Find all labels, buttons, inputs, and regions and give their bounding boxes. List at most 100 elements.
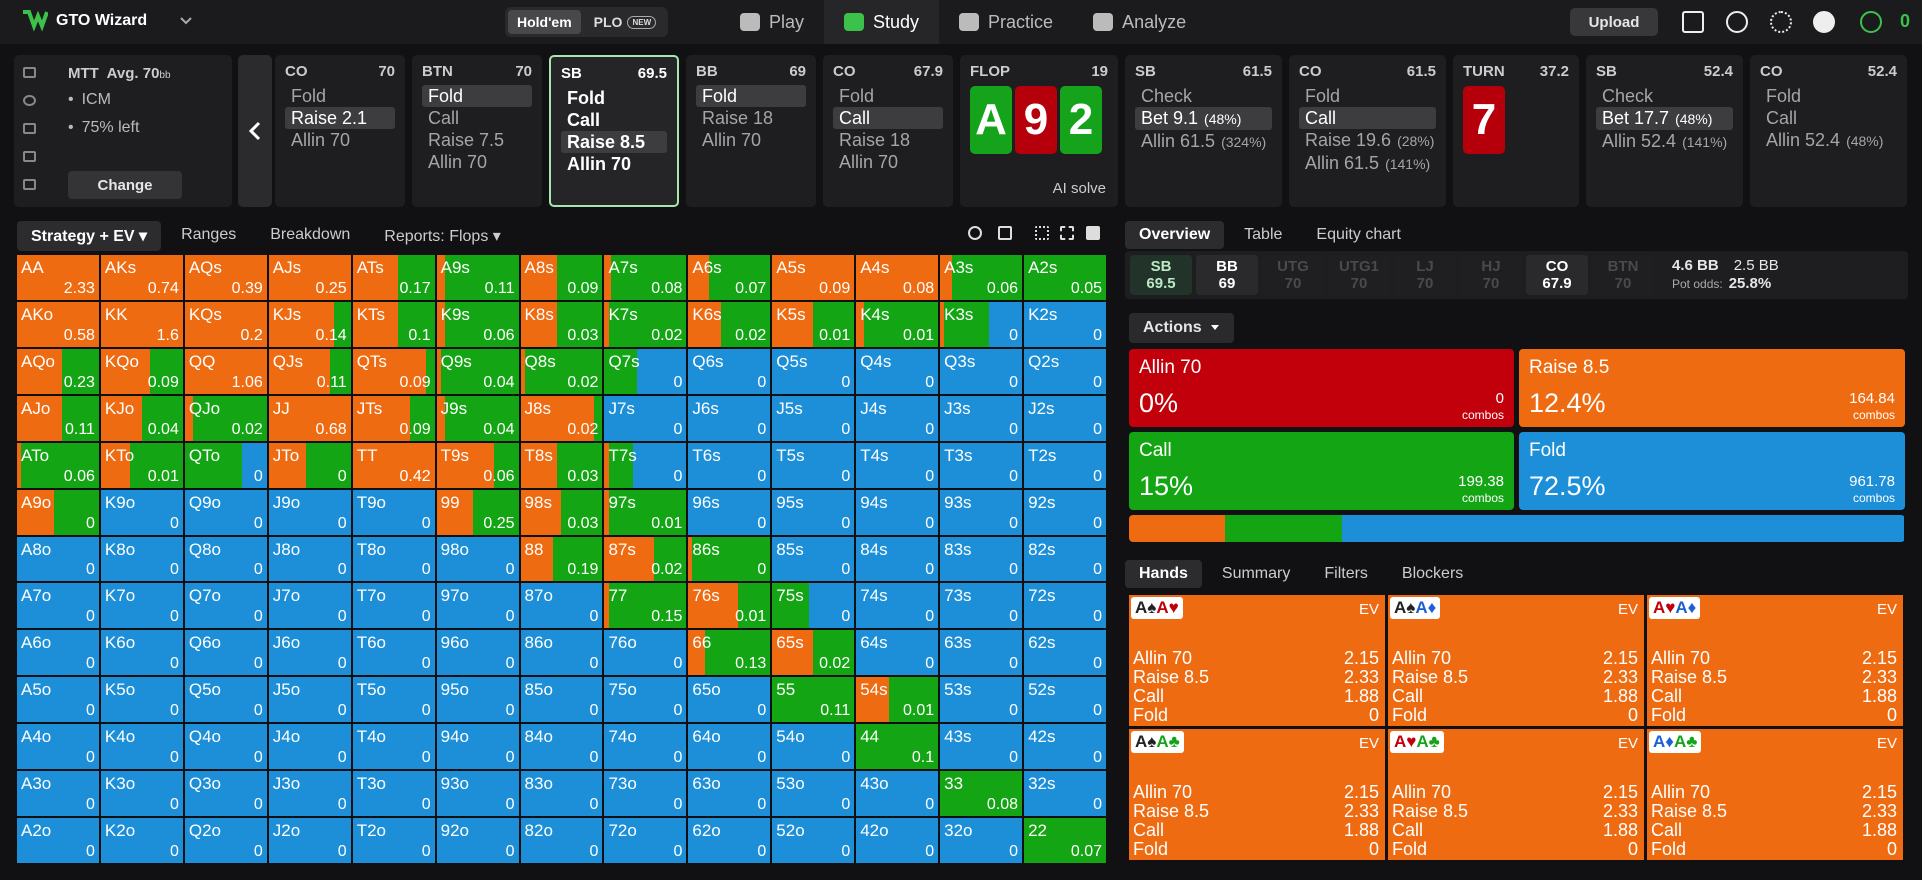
action-option[interactable]: Allin 70 — [567, 154, 632, 174]
hand-cell[interactable]: T7o 0 — [352, 583, 435, 629]
view-tab[interactable]: Strategy + EV ▾ — [17, 221, 162, 251]
hand-cell[interactable]: KTo 0.01 — [100, 442, 183, 488]
hand-cell[interactable]: JJ 0.68 — [268, 395, 351, 441]
nav-tab[interactable]: Play — [720, 0, 824, 44]
hands-tab[interactable]: Hands — [1125, 560, 1202, 588]
action-box[interactable]: Call 15% 199.38 combos — [1129, 432, 1514, 510]
hand-cell[interactable]: A5s 0.09 — [772, 255, 855, 300]
hand-cell[interactable]: K5s 0.01 — [772, 301, 855, 347]
hand-cell[interactable]: 96o 0 — [436, 630, 519, 676]
hand-cell[interactable]: T5o 0 — [352, 677, 435, 723]
hand-cell[interactable]: A2s 0.05 — [1024, 255, 1106, 300]
hand-cell[interactable]: 95o 0 — [436, 677, 519, 723]
hand-cell[interactable]: 43s 0 — [940, 724, 1023, 770]
hand-cell[interactable]: J3o 0 — [268, 771, 351, 817]
hand-cell[interactable]: 32o 0 — [940, 818, 1023, 863]
hand-cell[interactable]: 98s 0.03 — [520, 489, 603, 535]
hand-cell[interactable]: Q4o 0 — [184, 724, 267, 770]
hand-cell[interactable]: A5o 0 — [17, 677, 99, 723]
view-icon[interactable] — [1086, 226, 1100, 240]
hand-cell[interactable]: K9o 0 — [100, 489, 183, 535]
view-icon[interactable] — [968, 226, 982, 240]
hand-cell[interactable]: T6s 0 — [688, 442, 771, 488]
hand-cell[interactable]: K8s 0.03 — [520, 301, 603, 347]
hand-cell[interactable]: A2o 0 — [17, 818, 99, 863]
hand-cell[interactable]: 97o 0 — [436, 583, 519, 629]
combo-cell[interactable]: A♠A♣ EV Allin 70 2.15 Raise 8.5 2.33 Call 1.88 F… — [1129, 729, 1385, 860]
hand-cell[interactable]: 88 0.19 — [520, 536, 603, 582]
hand-cell[interactable]: J9o 0 — [268, 489, 351, 535]
action-option[interactable]: Raise 19.6 (28%) — [1299, 129, 1436, 152]
hand-cell[interactable]: A9o 0 — [17, 489, 99, 535]
hand-cell[interactable]: Q4s 0 — [856, 348, 939, 394]
hand-cell[interactable]: K4s 0.01 — [856, 301, 939, 347]
hand-cell[interactable]: 92s 0 — [1024, 489, 1106, 535]
action-option[interactable]: Allin 61.5 (324%) — [1135, 130, 1272, 153]
action-card[interactable]: CO 61.5 Fold Call Raise 19.6 (28%) Allin 61.5 (… — [1289, 55, 1446, 207]
hand-cell[interactable]: 66 0.13 — [688, 630, 771, 676]
hand-cell[interactable]: 83o 0 — [520, 771, 603, 817]
action-option[interactable]: Call — [1299, 107, 1436, 129]
hand-cell[interactable]: T8s 0.03 — [520, 442, 603, 488]
account-icon[interactable] — [1813, 11, 1835, 33]
upload-button[interactable]: Upload — [1570, 8, 1658, 36]
hand-cell[interactable]: 94o 0 — [436, 724, 519, 770]
hand-cell[interactable]: 92o 0 — [436, 818, 519, 863]
hand-cell[interactable]: 42o 0 — [856, 818, 939, 863]
action-card[interactable]: CO 70 Fold Raise 2.1 Allin 70 — [275, 55, 405, 207]
bookmark-icon[interactable] — [23, 67, 36, 78]
hand-cell[interactable]: T2s 0 — [1024, 442, 1106, 488]
nav-tab[interactable]: Study — [824, 0, 940, 44]
hand-cell[interactable]: 77 0.15 — [604, 583, 687, 629]
hand-cell[interactable]: 86o 0 — [520, 630, 603, 676]
hand-cell[interactable]: 54o 0 — [772, 724, 855, 770]
hand-cell[interactable]: 72o 0 — [604, 818, 687, 863]
hand-cell[interactable]: Q3o 0 — [184, 771, 267, 817]
hand-cell[interactable]: K2s 0 — [1024, 301, 1106, 347]
hand-cell[interactable]: 65s 0.02 — [772, 630, 855, 676]
hand-cell[interactable]: 52s 0 — [1024, 677, 1106, 723]
view-tab[interactable]: Reports: Flops ▾ — [384, 228, 501, 245]
action-option[interactable]: Raise 7.5 — [428, 130, 505, 150]
hand-cell[interactable]: A4s 0.08 — [856, 255, 939, 300]
overview-tab[interactable]: Table — [1244, 226, 1283, 243]
hand-cell[interactable]: Q7s 0 — [604, 348, 687, 394]
view-icon[interactable] — [1060, 226, 1074, 240]
hand-cell[interactable]: AQo 0.23 — [17, 348, 99, 394]
history-icon[interactable] — [23, 95, 36, 106]
hand-cell[interactable]: T2o 0 — [352, 818, 435, 863]
hand-cell[interactable]: J5s 0 — [772, 395, 855, 441]
position-box[interactable]: BB 69 — [1196, 255, 1258, 295]
combo-cell[interactable]: A♠A♥ EV Allin 70 2.15 Raise 8.5 2.33 Call 1.88 F… — [1129, 595, 1385, 726]
hand-cell[interactable]: AQs 0.39 — [184, 255, 267, 300]
hand-cell[interactable]: A8o 0 — [17, 536, 99, 582]
hand-cell[interactable]: 65o 0 — [688, 677, 771, 723]
hand-cell[interactable]: K7o 0 — [100, 583, 183, 629]
hand-cell[interactable]: T4s 0 — [856, 442, 939, 488]
hand-cell[interactable]: J2o 0 — [268, 818, 351, 863]
hand-cell[interactable]: 84s 0 — [856, 536, 939, 582]
hand-cell[interactable]: JTs 0.09 — [352, 395, 435, 441]
hand-cell[interactable]: 42s 0 — [1024, 724, 1106, 770]
overview-tab[interactable]: Equity chart — [1316, 226, 1401, 243]
hands-tab[interactable]: Filters — [1324, 565, 1368, 582]
hand-cell[interactable]: K6o 0 — [100, 630, 183, 676]
hand-cell[interactable]: 76o 0 — [604, 630, 687, 676]
action-option[interactable]: Allin 52.4 (141%) — [1596, 130, 1733, 153]
hand-cell[interactable]: A9s 0.11 — [436, 255, 519, 300]
hand-cell[interactable]: A7o 0 — [17, 583, 99, 629]
practice-icon[interactable] — [23, 151, 36, 162]
hand-cell[interactable]: A6o 0 — [17, 630, 99, 676]
hand-cell[interactable]: 99 0.25 — [436, 489, 519, 535]
hand-cell[interactable]: T3s 0 — [940, 442, 1023, 488]
hand-cell[interactable]: 64s 0 — [856, 630, 939, 676]
hand-cell[interactable]: 82s 0 — [1024, 536, 1106, 582]
action-option[interactable]: Fold — [839, 86, 875, 106]
hand-cell[interactable]: T4o 0 — [352, 724, 435, 770]
hand-cell[interactable]: QTs 0.09 — [352, 348, 435, 394]
hand-cell[interactable]: J7s 0 — [604, 395, 687, 441]
hand-cell[interactable]: K5o 0 — [100, 677, 183, 723]
hand-cell[interactable]: 74o 0 — [604, 724, 687, 770]
action-card[interactable]: SB 69.5 Fold Call Raise 8.5 Allin 70 — [549, 55, 679, 207]
ai-solve[interactable]: AI solve — [1052, 180, 1106, 197]
